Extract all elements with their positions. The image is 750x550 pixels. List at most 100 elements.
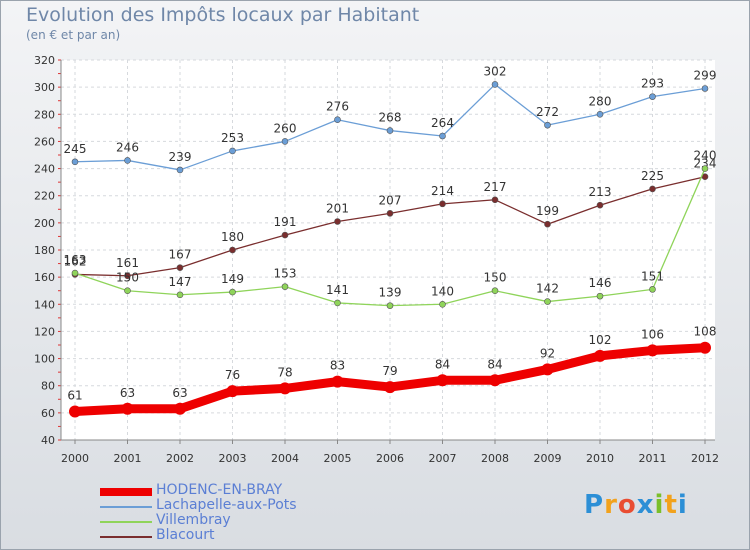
data-point bbox=[229, 246, 236, 254]
data-label: 147 bbox=[169, 275, 192, 289]
data-point bbox=[541, 363, 554, 376]
y-tick-label: 260 bbox=[34, 135, 55, 148]
data-point bbox=[176, 291, 184, 299]
x-tick-label: 2008 bbox=[481, 452, 509, 465]
data-label: 245 bbox=[64, 142, 87, 156]
data-point bbox=[544, 220, 551, 228]
data-point bbox=[491, 196, 499, 204]
data-label: 264 bbox=[431, 116, 454, 130]
data-point bbox=[174, 402, 186, 415]
data-point bbox=[124, 287, 131, 295]
x-tick-label: 2004 bbox=[271, 452, 299, 465]
data-point bbox=[649, 93, 656, 100]
data-label: 61 bbox=[67, 389, 82, 403]
y-tick-label: 60 bbox=[41, 407, 55, 420]
data-point bbox=[701, 165, 709, 172]
logo-letter: o bbox=[617, 490, 637, 520]
data-label: 268 bbox=[379, 111, 402, 125]
legend-swatch bbox=[100, 536, 152, 538]
data-point bbox=[229, 147, 236, 155]
legend-label: Villembray bbox=[156, 512, 231, 528]
data-label: 139 bbox=[379, 286, 402, 300]
data-point bbox=[439, 300, 446, 308]
data-point bbox=[649, 286, 656, 293]
data-label: 63 bbox=[120, 386, 135, 400]
x-tick-label: 2006 bbox=[376, 452, 404, 465]
data-label: 79 bbox=[382, 364, 397, 378]
data-label: 63 bbox=[172, 386, 187, 400]
y-tick-label: 240 bbox=[34, 163, 55, 176]
data-label: 76 bbox=[225, 368, 240, 382]
data-point bbox=[334, 218, 341, 225]
x-tick-label: 2000 bbox=[61, 452, 89, 465]
data-label: 246 bbox=[116, 140, 139, 154]
data-point bbox=[281, 283, 289, 290]
legend-swatch bbox=[100, 488, 152, 496]
data-point bbox=[489, 374, 501, 387]
data-label: 213 bbox=[589, 185, 612, 199]
data-label: 240 bbox=[694, 149, 717, 163]
data-label: 150 bbox=[116, 271, 139, 285]
data-label: 78 bbox=[277, 365, 292, 379]
data-point bbox=[544, 121, 551, 129]
data-point bbox=[124, 157, 131, 164]
legend-label: Blacourt bbox=[156, 527, 215, 543]
data-label: 217 bbox=[484, 180, 507, 194]
data-point bbox=[124, 272, 131, 280]
logo-letter: P bbox=[584, 490, 605, 520]
data-point bbox=[386, 302, 394, 309]
data-label: 280 bbox=[589, 94, 612, 108]
data-label: 146 bbox=[589, 276, 612, 290]
logo-letter: x bbox=[636, 490, 655, 520]
data-label: 151 bbox=[641, 269, 664, 283]
data-point bbox=[491, 287, 499, 295]
data-label: 150 bbox=[484, 271, 507, 285]
data-label: 142 bbox=[536, 282, 559, 296]
data-label: 106 bbox=[641, 327, 664, 341]
data-label: 302 bbox=[484, 64, 507, 78]
x-tick-label: 2005 bbox=[324, 452, 352, 465]
data-label: 293 bbox=[641, 77, 664, 91]
y-tick-label: 40 bbox=[41, 434, 55, 447]
x-tick-label: 2010 bbox=[586, 452, 614, 465]
data-label: 234 bbox=[694, 157, 717, 171]
data-label: 299 bbox=[694, 69, 717, 83]
y-tick-label: 120 bbox=[34, 325, 55, 338]
data-label: 83 bbox=[330, 359, 345, 373]
data-label: 141 bbox=[326, 283, 349, 297]
data-label: 276 bbox=[326, 100, 349, 114]
y-tick-label: 300 bbox=[34, 81, 55, 94]
logo-letter: i bbox=[654, 490, 665, 520]
data-point bbox=[279, 382, 291, 395]
data-point bbox=[596, 110, 604, 118]
y-tick-label: 160 bbox=[34, 271, 55, 284]
data-point bbox=[386, 210, 394, 217]
data-label: 153 bbox=[274, 267, 297, 281]
data-point bbox=[71, 269, 79, 277]
data-label: 167 bbox=[169, 248, 192, 262]
data-label: 161 bbox=[116, 256, 139, 270]
data-label: 92 bbox=[540, 346, 555, 360]
data-point bbox=[176, 166, 184, 174]
data-point bbox=[439, 200, 446, 208]
data-label: 239 bbox=[169, 150, 192, 164]
x-tick-label: 2011 bbox=[639, 452, 667, 465]
data-label: 260 bbox=[274, 121, 297, 135]
data-point bbox=[491, 81, 499, 88]
data-point bbox=[386, 127, 394, 134]
data-point bbox=[334, 116, 341, 124]
legend-label: Lachapelle-aux-Pots bbox=[156, 497, 297, 513]
x-tick-label: 2007 bbox=[429, 452, 457, 465]
y-tick-label: 180 bbox=[34, 244, 55, 257]
data-point bbox=[596, 201, 604, 209]
data-point bbox=[176, 264, 184, 271]
data-label: 140 bbox=[431, 284, 454, 298]
data-label: 225 bbox=[641, 169, 664, 183]
data-point bbox=[701, 85, 709, 92]
data-point bbox=[121, 402, 134, 415]
data-label: 201 bbox=[326, 202, 349, 216]
data-point bbox=[229, 288, 236, 296]
data-point bbox=[596, 292, 604, 300]
y-tick-label: 220 bbox=[34, 190, 55, 203]
